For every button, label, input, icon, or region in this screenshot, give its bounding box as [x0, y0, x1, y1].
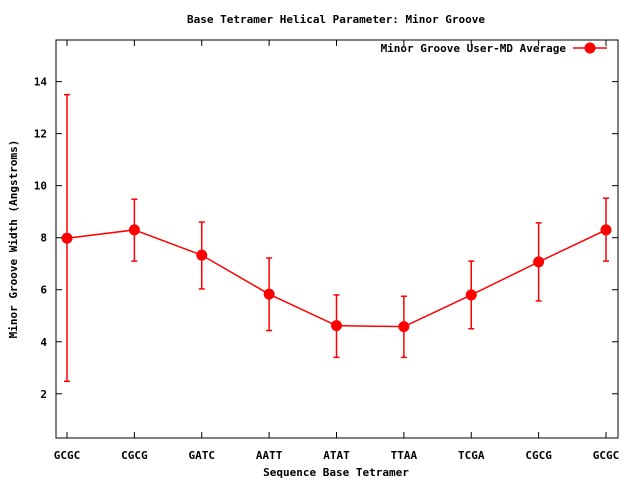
- legend-marker-swatch: [584, 42, 596, 54]
- y-tick-label: 2: [40, 388, 47, 401]
- y-tick-label: 6: [40, 284, 47, 297]
- x-tick-label: TCGA: [458, 449, 485, 462]
- y-tick-label: 4: [40, 336, 47, 349]
- x-tick-label: TTAA: [391, 449, 418, 462]
- x-tick-label: AATT: [256, 449, 283, 462]
- data-points: [61, 224, 612, 333]
- data-point: [61, 232, 73, 244]
- y-tick-label: 14: [34, 76, 48, 89]
- y-axis: 2 4 6 8 10 12 14: [34, 76, 618, 401]
- x-tick-label: ATAT: [323, 449, 350, 462]
- x-tick-label: CGCG: [121, 449, 148, 462]
- x-axis: GCGC CGCG GATC AATT ATAT TTAA TCGA CGCG GCGC: [54, 40, 620, 462]
- x-tick-label: GATC: [189, 449, 216, 462]
- data-point: [533, 256, 545, 268]
- plot-area-frame: [55, 39, 619, 439]
- x-tick-label: GCGC: [593, 449, 620, 462]
- error-bars: [64, 93, 609, 383]
- data-point: [465, 289, 477, 301]
- data-point: [128, 224, 140, 236]
- data-point: [398, 321, 410, 333]
- y-tick-label: 8: [40, 232, 47, 245]
- legend: Minor Groove User-MD Average: [381, 42, 607, 55]
- y-axis-label: Minor Groove Width (Angstroms): [7, 140, 20, 339]
- x-tick-label: GCGC: [54, 449, 81, 462]
- y-tick-label: 12: [34, 128, 47, 141]
- legend-label: Minor Groove User-MD Average: [381, 42, 567, 55]
- data-point: [263, 288, 275, 300]
- x-tick-label: CGCG: [525, 449, 552, 462]
- data-point: [331, 320, 342, 332]
- chart-title: Base Tetramer Helical Parameter: Minor G…: [187, 13, 485, 26]
- data-point: [600, 224, 612, 236]
- x-axis-label: Sequence Base Tetramer: [263, 466, 409, 479]
- data-point: [196, 249, 208, 261]
- y-tick-label: 10: [34, 180, 47, 193]
